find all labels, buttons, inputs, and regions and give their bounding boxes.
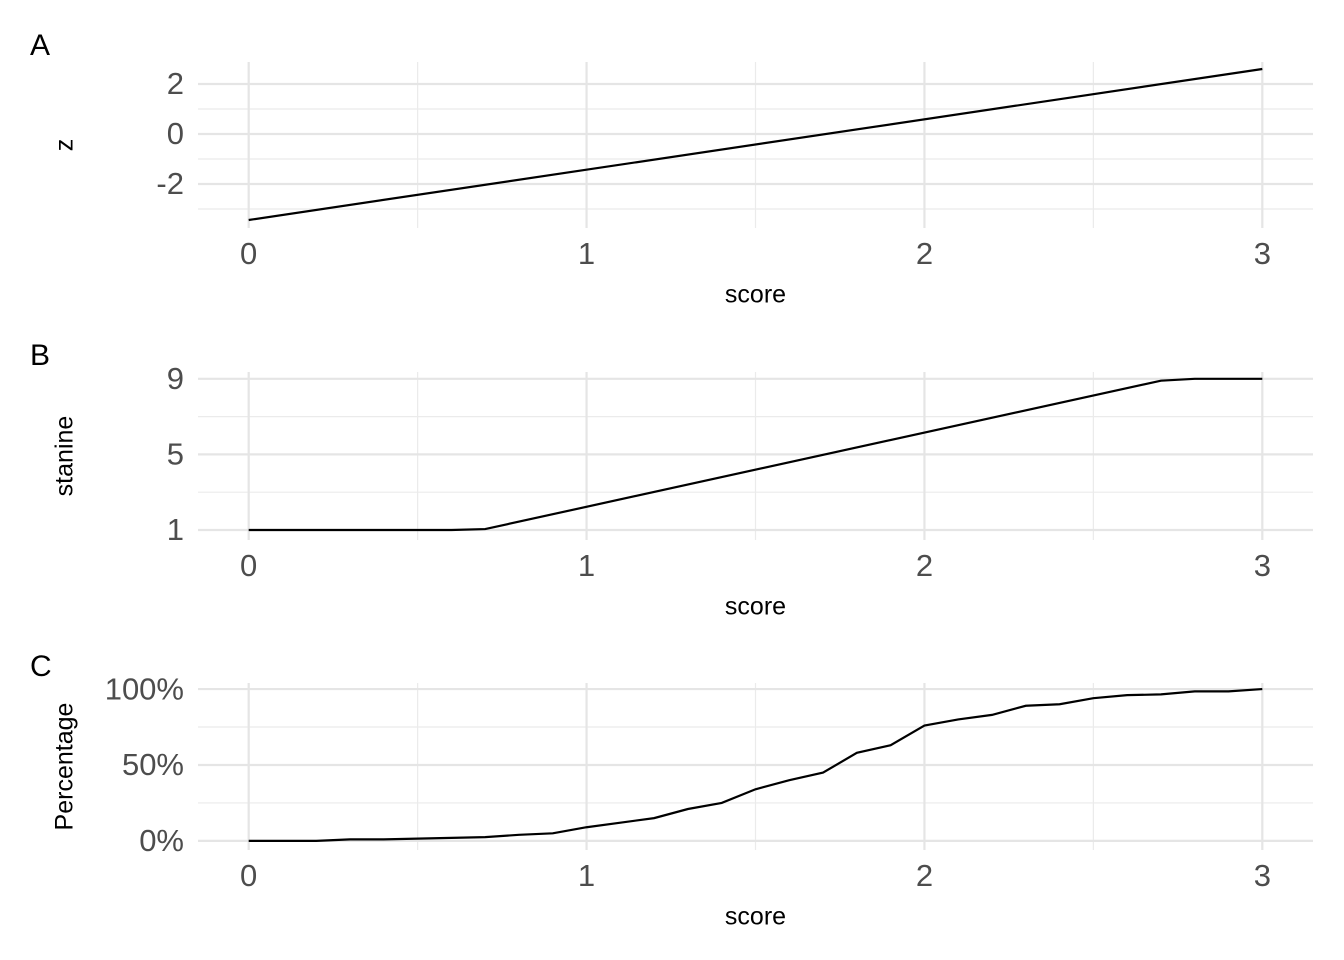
- y-tick-label: 50%: [122, 747, 184, 782]
- x-tick-label: 2: [916, 858, 933, 893]
- x-tick-label: 3: [1254, 858, 1271, 893]
- line: [248, 687, 1263, 842]
- y-axis-title: z: [51, 139, 79, 152]
- y-axis-title: Percentage: [51, 703, 79, 831]
- y-tick-label: 9: [167, 361, 184, 396]
- y-tick-label: 100%: [105, 671, 184, 706]
- x-tick-label: 1: [578, 548, 595, 583]
- y-tick-label: 0: [167, 116, 184, 151]
- y-tick-label: 2: [167, 66, 184, 101]
- x-tick-label: 0: [240, 548, 257, 583]
- panel-tag: A: [30, 29, 50, 62]
- line: [248, 377, 1263, 532]
- y-tick-label: -2: [156, 166, 184, 201]
- x-tick-label: 2: [916, 236, 933, 271]
- x-axis-title: score: [725, 281, 786, 309]
- y-tick-label: 1: [167, 512, 184, 547]
- x-tick-label: 0: [240, 236, 257, 271]
- x-tick-label: 3: [1254, 236, 1271, 271]
- y-tick-label: 0%: [139, 823, 184, 858]
- x-tick-label: 1: [578, 236, 595, 271]
- x-tick-label: 1: [578, 858, 595, 893]
- panel-tag: C: [30, 650, 52, 683]
- y-axis-title: stanine: [51, 416, 79, 497]
- x-tick-label: 0: [240, 858, 257, 893]
- x-tick-label: 3: [1254, 548, 1271, 583]
- x-axis-title: score: [725, 903, 786, 931]
- x-axis-title: score: [725, 593, 786, 621]
- y-tick-label: 5: [167, 437, 184, 472]
- panel-tag: B: [30, 339, 50, 372]
- line: [248, 67, 1263, 222]
- x-tick-label: 2: [916, 548, 933, 583]
